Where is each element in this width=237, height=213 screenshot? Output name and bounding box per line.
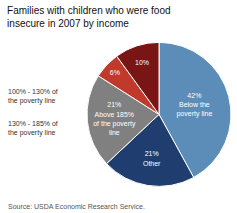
svg-text:21%Above 185%of the povertylin: 21%Above 185%of the povertyline (93, 101, 136, 135)
svg-text:42%Below thepoverty line: 42%Below thepoverty line (176, 92, 212, 118)
svg-text:100% - 130% ofthe poverty line: 100% - 130% ofthe poverty line (8, 88, 58, 105)
svg-text:130% - 185% ofthe poverty line: 130% - 185% ofthe poverty line (8, 120, 58, 137)
svg-text:10%: 10% (135, 59, 149, 66)
svg-text:21%Other: 21%Other (143, 150, 161, 166)
svg-text:Source: USDA Economic Research: Source: USDA Economic Research Service. (8, 203, 145, 210)
svg-text:Families with children who wer: Families with children who were foodinse… (7, 5, 170, 29)
svg-text:6%: 6% (110, 69, 120, 76)
